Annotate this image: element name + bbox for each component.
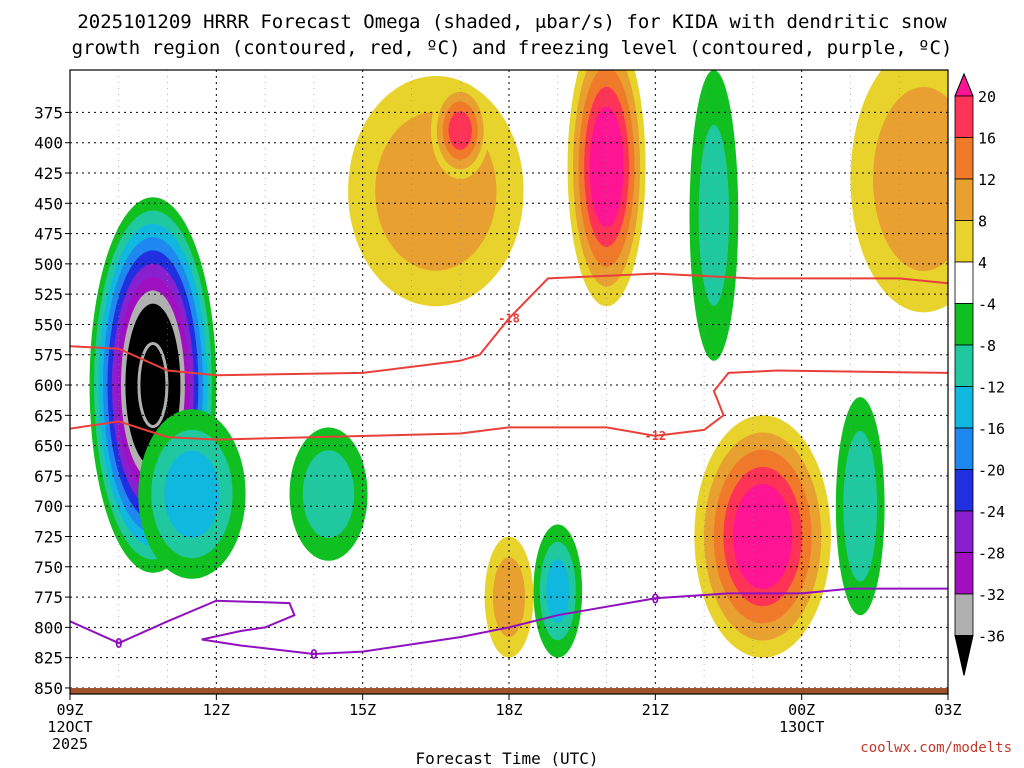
colorbar-label: -28 bbox=[978, 545, 1005, 563]
x-tick-sublabel: 12OCT bbox=[47, 718, 92, 736]
y-axis-ticks: 375 400 425 450 475 500 525 550 575 600 625 650 675 7… bbox=[34, 103, 70, 698]
colorbar-segment bbox=[954, 303, 974, 346]
omega-level--14 bbox=[170, 460, 214, 528]
y-tick-label: 575 bbox=[34, 346, 63, 365]
y-tick-label: 850 bbox=[34, 679, 63, 698]
freezing-level-contour bbox=[70, 587, 948, 656]
chart-title-line1: 2025101209 HRRR Forecast Omega (shaded, … bbox=[77, 11, 947, 33]
colorbar-segment bbox=[954, 137, 974, 180]
colorbar-segment bbox=[954, 261, 974, 304]
y-tick-label: 700 bbox=[34, 497, 63, 516]
x-tick-label: 03Z bbox=[934, 701, 961, 719]
y-tick-label: 650 bbox=[34, 437, 63, 456]
freezing-level-label: 0 bbox=[651, 592, 659, 607]
y-tick-label: 475 bbox=[34, 225, 63, 244]
omega-region-11 bbox=[850, 70, 948, 313]
y-tick-label: 425 bbox=[34, 164, 63, 183]
omega-shading bbox=[89, 70, 948, 658]
y-tick-label: 800 bbox=[34, 618, 63, 637]
colorbar-segment bbox=[954, 95, 974, 138]
colorbar-label: 4 bbox=[978, 254, 987, 272]
colorbar-label: -36 bbox=[978, 628, 1005, 646]
colorbar-label: 16 bbox=[978, 130, 996, 148]
omega-region-5 bbox=[533, 524, 583, 658]
x-tick-label: 21Z bbox=[642, 701, 669, 719]
x-tick-label: 18Z bbox=[495, 701, 522, 719]
omega-level-24 bbox=[742, 501, 783, 572]
colorbar-label: 20 bbox=[978, 88, 996, 106]
colorbar-segment bbox=[954, 386, 974, 429]
terrain-strip bbox=[70, 688, 948, 694]
colorbar-top-arrow bbox=[954, 72, 974, 97]
x-tick-sublabel: 2025 bbox=[52, 735, 88, 753]
contour-layer: -18 -12 0 0 0 bbox=[70, 272, 948, 694]
colorbar-segment bbox=[954, 469, 974, 512]
y-tick-label: 725 bbox=[34, 527, 63, 546]
colorbar-segment bbox=[954, 344, 974, 387]
freezing-level-label: 0 bbox=[115, 637, 123, 652]
x-tick-label: 12Z bbox=[203, 701, 230, 719]
x-tick-label: 09Z bbox=[56, 701, 83, 719]
dgz-contour--12 bbox=[70, 369, 948, 441]
y-tick-label: 525 bbox=[34, 285, 63, 304]
freezing-level-label: 0 bbox=[310, 648, 318, 663]
x-tick-sublabel: 13OCT bbox=[779, 718, 824, 736]
x-tick-label: 00Z bbox=[788, 701, 815, 719]
colorbar-segment bbox=[954, 510, 974, 553]
y-tick-label: 375 bbox=[34, 103, 63, 122]
omega-region-1 bbox=[138, 409, 246, 579]
colorbar-label: -12 bbox=[978, 379, 1005, 397]
colorbar-segment bbox=[954, 220, 974, 263]
omega-region-8 bbox=[689, 70, 739, 361]
colorbar-label: -32 bbox=[978, 586, 1005, 604]
colorbar-segment bbox=[954, 178, 974, 221]
credit-text: coolwx.com/modelts bbox=[860, 740, 1012, 756]
colorbar-label: -20 bbox=[978, 462, 1005, 480]
omega-level--11 bbox=[849, 456, 872, 557]
y-tick-label: 825 bbox=[34, 649, 63, 668]
colorbar: 20 16 12 8 4 -4 -8 -12 -16 -20 -24 -28 -32 -36 bbox=[954, 72, 1005, 676]
colorbar-label: 12 bbox=[978, 171, 996, 189]
x-tick-label: 15Z bbox=[349, 701, 376, 719]
y-tick-label: 600 bbox=[34, 376, 63, 395]
colorbar-segment bbox=[954, 593, 974, 636]
omega-level--10 bbox=[309, 461, 348, 527]
y-tick-label: 450 bbox=[34, 194, 63, 213]
omega-level-11 bbox=[890, 117, 948, 241]
dgz-contour-label: -12 bbox=[644, 429, 666, 443]
omega-level--13 bbox=[547, 563, 568, 619]
omega-region-10 bbox=[835, 397, 885, 616]
dgz-contour--18 bbox=[70, 272, 948, 377]
y-tick-label: 750 bbox=[34, 558, 63, 577]
omega-level--9 bbox=[700, 138, 727, 293]
colorbar-bottom-arrow bbox=[954, 635, 974, 676]
x-axis-title: Forecast Time (UTC) bbox=[415, 749, 598, 768]
omega-region-9 bbox=[694, 415, 831, 658]
colorbar-segment bbox=[954, 427, 974, 470]
colorbar-segment bbox=[954, 552, 974, 595]
omega-region-2 bbox=[289, 427, 368, 561]
colorbar-label: 8 bbox=[978, 213, 987, 231]
y-tick-label: 775 bbox=[34, 588, 63, 607]
omega-region-7 bbox=[567, 70, 646, 307]
colorbar-label: -16 bbox=[978, 420, 1005, 438]
y-tick-label: 500 bbox=[34, 255, 63, 274]
chart-title-line2: growth region (contoured, red, ºC) and f… bbox=[72, 37, 953, 59]
y-tick-label: 550 bbox=[34, 315, 63, 334]
colorbar-label: -4 bbox=[978, 296, 996, 314]
y-tick-label: 625 bbox=[34, 406, 63, 425]
y-tick-label: 400 bbox=[34, 134, 63, 153]
colorbar-label: -24 bbox=[978, 503, 1005, 521]
colorbar-label: -8 bbox=[978, 337, 996, 355]
dgz-contour-label: -18 bbox=[498, 311, 520, 325]
y-tick-label: 675 bbox=[34, 467, 63, 486]
